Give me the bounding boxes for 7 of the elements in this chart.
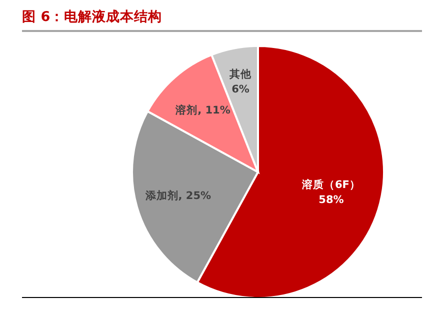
chart-title: 图 6：电解液成本结构 bbox=[22, 8, 422, 32]
slice-label: 添加剂, 25% bbox=[144, 189, 212, 202]
slice-label: 溶剂, 11% bbox=[174, 104, 231, 117]
slice-label: 其他 bbox=[228, 67, 253, 80]
slice-label: 溶质（6F） bbox=[300, 178, 360, 191]
data-label: 6% bbox=[232, 83, 250, 96]
data-label: 58% bbox=[318, 194, 344, 206]
